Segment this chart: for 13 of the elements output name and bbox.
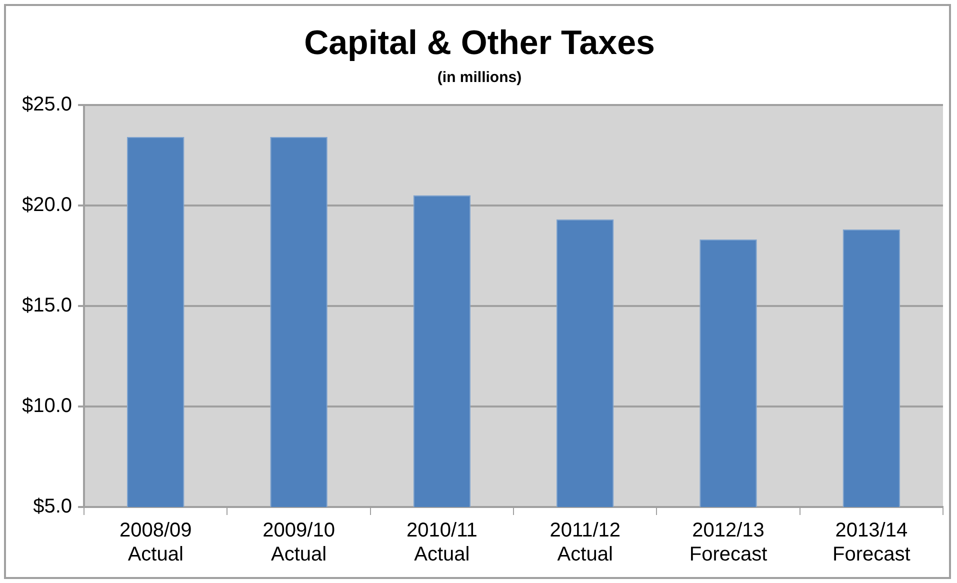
chart-subtitle: (in millions) xyxy=(437,68,522,86)
y-tick-label: $15.0 xyxy=(22,294,72,316)
x-tick-label: 2012/13 Forecast xyxy=(689,520,768,566)
y-tick-label: $5.0 xyxy=(33,496,72,518)
x-tick-label: 2009/10 Actual xyxy=(262,520,335,566)
y-tick-label: $20.0 xyxy=(22,194,72,216)
chart-title: Capital & Other Taxes xyxy=(304,24,655,62)
x-tick-label: 2010/11 Actual xyxy=(406,520,478,566)
y-tick-label: $25.0 xyxy=(22,93,72,116)
x-tick-label: 2008/09 Actual xyxy=(119,520,192,566)
y-tick-label: $10.0 xyxy=(22,394,72,417)
x-tick-label: 2013/14 Forecast xyxy=(832,520,911,566)
x-tick-label: 2011/12 Actual xyxy=(550,520,621,566)
